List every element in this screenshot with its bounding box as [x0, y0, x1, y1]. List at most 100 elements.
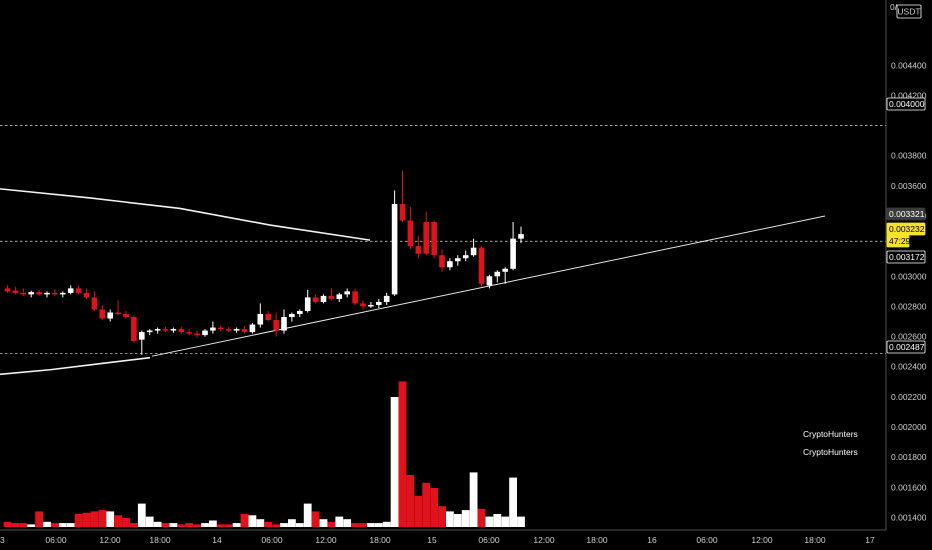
candle-body — [352, 291, 358, 304]
volume-bar — [264, 521, 273, 527]
candle-body — [36, 292, 42, 295]
volume-bar — [288, 519, 296, 527]
candle-body — [455, 258, 461, 262]
candle-body — [510, 238, 516, 269]
candle-body — [131, 317, 137, 342]
volume-bar — [98, 510, 107, 527]
price-tick-label: 0.002600 — [891, 332, 927, 342]
trendline-path[interactable] — [151, 215, 826, 357]
volume-bar — [398, 381, 407, 527]
candle-body — [249, 324, 256, 333]
volume-bar — [469, 472, 478, 527]
volume-bar — [453, 514, 462, 527]
volume-bar — [185, 523, 194, 527]
candle-body — [399, 203, 406, 221]
candle-body — [257, 313, 264, 325]
price-label-text: 0.002487 — [889, 342, 925, 352]
volume-bar — [122, 517, 130, 527]
volume-bar — [27, 524, 36, 527]
volume-bar — [311, 511, 320, 527]
lower-curve[interactable] — [0, 356, 151, 376]
candle-body — [470, 247, 477, 256]
candle-body — [502, 268, 508, 272]
time-tick-label: 18:00 — [586, 535, 608, 545]
candle-body — [123, 313, 129, 318]
candle-body — [154, 329, 161, 331]
volume-bar — [367, 523, 375, 527]
time-tick-label: 12:00 — [315, 535, 337, 545]
volume-bar — [280, 523, 288, 527]
volume-bar — [303, 503, 312, 527]
price-tick-label: 0.003800 — [891, 151, 927, 161]
candle-body — [368, 304, 374, 307]
candle-body — [297, 310, 303, 314]
volume-bar — [11, 523, 20, 527]
volume-bar — [493, 514, 502, 527]
time-tick-label: 16 — [647, 535, 657, 545]
volume-bar — [295, 523, 304, 527]
volume-bar — [351, 523, 359, 527]
moving-average-line[interactable] — [0, 188, 371, 241]
volume-bar — [106, 511, 115, 527]
price-tick-label: 0.001600 — [891, 482, 927, 492]
candle-body — [462, 255, 469, 259]
quote-unit-badge[interactable]: USDT — [896, 4, 922, 19]
price-label-box — [886, 97, 926, 111]
time-tick-label: 06:00 — [696, 535, 718, 545]
time-tick-label: 06:00 — [261, 535, 283, 545]
candles — [4, 170, 524, 355]
time-axis-ticks[interactable]: 3 06:00 12:00 18:00 14 06:00 12:00 18:00 15 06:00… — [0, 535, 875, 545]
volume-bar — [422, 482, 431, 527]
volume-bar — [193, 524, 201, 527]
candle-body — [162, 329, 169, 331]
candle-body — [423, 222, 429, 254]
candle-body — [281, 317, 287, 331]
volume-bar — [414, 495, 423, 527]
time-tick-label: 15 — [427, 535, 437, 545]
quote-unit-label: USDT — [897, 7, 920, 17]
price-label-text: 0.003232 — [889, 224, 925, 234]
candle-body — [75, 288, 82, 293]
volume-bar — [232, 523, 241, 527]
candle-body — [304, 297, 311, 311]
volume-bar — [359, 523, 367, 527]
volume-bar — [90, 511, 99, 527]
trendline[interactable] — [151, 215, 826, 357]
candle-body — [383, 295, 390, 302]
volume-bar — [327, 521, 336, 527]
volume-bar — [51, 523, 59, 527]
volume-bar — [58, 523, 67, 527]
time-tick-label: 06:00 — [45, 535, 67, 545]
price-tick-label: 0.002000 — [891, 422, 927, 432]
volume-bar — [43, 521, 51, 527]
candle-body — [91, 297, 98, 310]
moving-average-path[interactable] — [0, 188, 371, 241]
lower-curve-path[interactable] — [0, 356, 151, 376]
candle-body — [312, 297, 319, 302]
quote-unit-box — [896, 4, 922, 19]
price-label-text: 0.003172 — [889, 252, 925, 262]
candle-body — [273, 320, 279, 331]
candle-body — [233, 329, 240, 331]
volume-bar — [446, 511, 454, 527]
volume-bar — [319, 519, 328, 527]
volume-bar — [82, 512, 91, 527]
candle-body — [20, 292, 27, 295]
candle-body — [328, 295, 335, 299]
volume-bar — [382, 521, 391, 527]
volume-bar — [430, 488, 438, 527]
volume-bar — [114, 515, 122, 527]
price-label-box — [886, 250, 926, 264]
candle-body — [44, 292, 50, 295]
candle-body — [478, 247, 485, 284]
time-tick-label: 18:00 — [804, 535, 826, 545]
volume-bar — [74, 514, 83, 527]
price-label-text: 47:29 — [889, 236, 911, 246]
candle-body — [146, 330, 153, 333]
volume-bar — [509, 477, 517, 527]
time-tick-label: 18:00 — [369, 535, 391, 545]
candle-body — [376, 301, 382, 305]
candle-body — [178, 329, 185, 333]
volume-bar — [35, 511, 43, 527]
